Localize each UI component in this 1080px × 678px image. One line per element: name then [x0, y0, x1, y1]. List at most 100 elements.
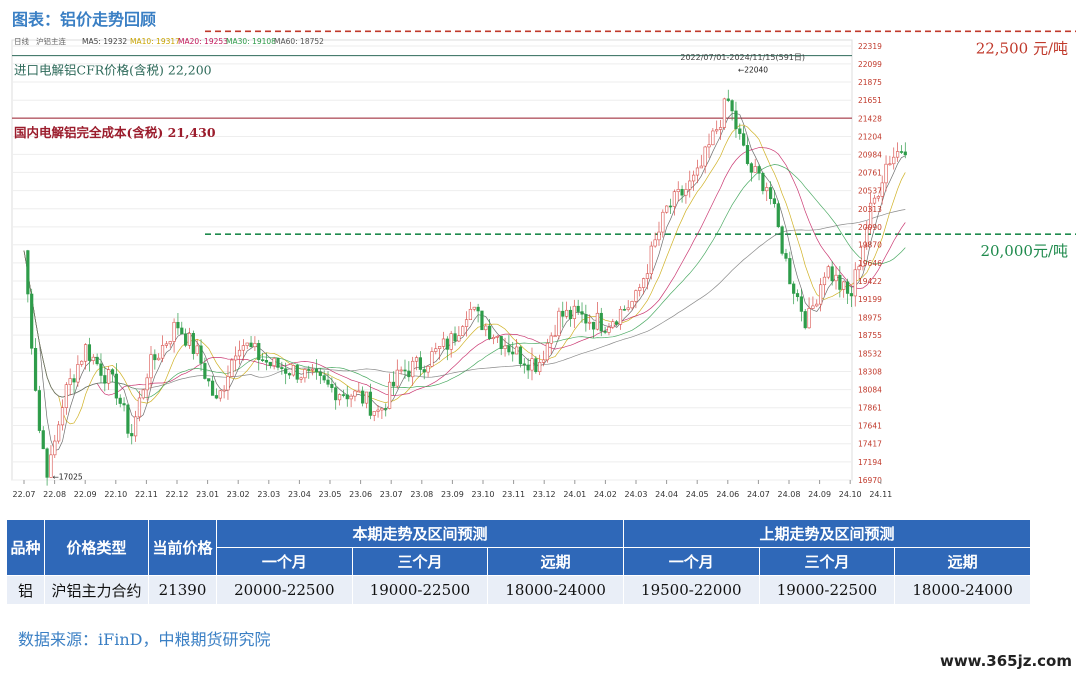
candle-body	[857, 266, 861, 271]
candle-body	[445, 338, 449, 350]
candle-body	[668, 205, 673, 208]
candle-body	[226, 376, 230, 391]
x-axis: 22.07 22.08 22.09 22.10 22.11 22.12 23.01 23.02…	[13, 480, 892, 499]
candle-body	[45, 448, 49, 478]
candle-body	[895, 151, 900, 158]
candle-body	[364, 391, 369, 404]
candle-body	[861, 245, 865, 267]
candle-body	[845, 281, 850, 294]
candle-body	[699, 165, 703, 169]
ma-legend-item: MA10: 19317	[130, 37, 180, 46]
candlesticks	[26, 89, 907, 486]
candle-body	[280, 367, 284, 370]
candle-body	[645, 273, 650, 279]
candle-body	[588, 321, 592, 324]
candle-body	[114, 373, 118, 399]
candle-body	[722, 98, 727, 128]
candle-body	[426, 365, 430, 373]
candle-body	[207, 378, 211, 382]
table-row: 铝 沪铝主力合约 21390 20000-22500 19000-22500 1…	[6, 575, 1031, 605]
candle-body	[549, 335, 553, 344]
candle-body	[214, 395, 219, 399]
candle-body	[83, 344, 88, 362]
reference-lines: 进口电解铝CFR价格(含税) 22,200 国内电解铝完全成本(含税) 21,43…	[12, 30, 1076, 260]
candle-body	[738, 128, 742, 134]
candle-body	[295, 365, 299, 380]
candle-body	[264, 360, 269, 363]
candle-body	[630, 301, 634, 309]
candle-body	[337, 394, 342, 401]
candle-body	[503, 345, 507, 349]
candle-body	[303, 369, 307, 379]
x-tick-label: 23.04	[288, 490, 311, 499]
x-tick-label: 24.10	[839, 490, 862, 499]
candle-body	[222, 389, 226, 392]
candle-body	[149, 354, 153, 379]
y-tick-label: 18532	[858, 349, 882, 358]
candle-body	[368, 391, 372, 416]
cell-value-1: 20000-22500	[216, 575, 353, 605]
candle-body	[476, 306, 480, 312]
x-tick-label: 24.09	[808, 490, 831, 499]
candle-body	[157, 357, 161, 361]
candle-body	[411, 360, 415, 378]
candle-body	[384, 408, 388, 410]
candle-body	[622, 308, 626, 311]
candle-body	[341, 394, 346, 396]
candle-body	[484, 325, 488, 331]
candle-body	[641, 278, 646, 288]
candle-body	[842, 281, 846, 290]
x-tick-label: 23.01	[196, 490, 219, 499]
candle-body	[761, 172, 765, 192]
ma-line	[23, 147, 906, 398]
candle-body	[695, 167, 700, 176]
candle-body	[799, 296, 803, 312]
candle-body	[599, 312, 603, 332]
data-source: 数据来源：iFinD，中粮期货研究院	[18, 630, 271, 649]
candle-body	[172, 321, 176, 342]
y-tick-label: 21428	[858, 114, 882, 123]
candle-body	[638, 287, 642, 291]
cell-current-price: 21390	[148, 575, 217, 605]
candle-body	[237, 349, 242, 357]
candle-body	[418, 357, 422, 370]
x-tick-label: 22.10	[104, 490, 127, 499]
candle-body	[768, 187, 773, 199]
candle-body	[680, 189, 684, 196]
candle-body	[568, 309, 573, 320]
candle-body	[869, 202, 873, 228]
x-tick-label: 23.12	[533, 490, 556, 499]
candle-body	[26, 250, 30, 295]
candle-body	[376, 409, 380, 412]
candle-body	[176, 321, 180, 329]
x-tick-label: 24.06	[716, 490, 739, 499]
candle-body	[291, 365, 295, 376]
candle-body	[665, 205, 669, 213]
candle-body	[438, 346, 442, 349]
candle-body	[603, 330, 607, 333]
candle-body	[472, 306, 476, 310]
candle-body	[892, 156, 896, 165]
candle-body	[449, 333, 453, 350]
candle-body	[745, 145, 750, 164]
x-tick-label: 23.08	[410, 490, 433, 499]
x-tick-label: 24.08	[778, 490, 801, 499]
candle-body	[387, 381, 392, 409]
chart-grid	[11, 39, 853, 481]
candle-body	[518, 346, 523, 365]
y-tick-label: 17417	[858, 440, 882, 449]
candle-body	[899, 151, 904, 153]
candle-body	[372, 411, 376, 416]
x-tick-label: 23.06	[349, 490, 372, 499]
candle-body	[718, 127, 723, 130]
candle-body	[407, 370, 411, 378]
header-this-period: 本期走势及区间预测	[216, 519, 624, 548]
header-sub-4: 一个月	[622, 547, 760, 576]
candle-body	[849, 293, 854, 297]
candle-body	[191, 333, 195, 354]
y-tick-label: 18975	[858, 313, 882, 322]
candle-body	[314, 368, 319, 373]
price-annotation: ←17025	[52, 473, 82, 482]
x-tick-label: 23.02	[227, 490, 250, 499]
y-tick-label: 20313	[858, 205, 882, 214]
